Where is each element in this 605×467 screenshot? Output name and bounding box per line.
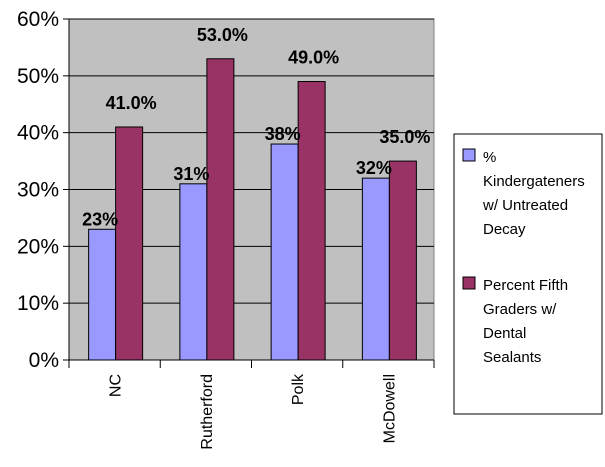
y-tick-label: 0% [29, 349, 59, 372]
data-label: 41.0% [106, 93, 157, 113]
legend-label: % [483, 149, 496, 166]
y-tick-label: 50% [17, 65, 59, 88]
y-tick-label: 10% [17, 292, 59, 315]
bar-fifth-grade-sealants [297, 81, 326, 361]
y-tick-label: 30% [17, 179, 59, 202]
data-label: 31% [173, 164, 209, 184]
x-category-label: Rutherford [199, 374, 216, 450]
data-label: 32% [356, 158, 392, 178]
legend-label: Sealants [483, 349, 541, 366]
data-label: 23% [82, 209, 118, 229]
legend-label: Decay [483, 221, 526, 238]
data-label: 38% [265, 124, 301, 144]
x-category-label: NC [108, 374, 125, 397]
y-tick-label: 40% [17, 122, 59, 145]
bar-kindergarten-decay [179, 183, 208, 361]
legend-label: w/ Untreated [482, 197, 568, 214]
bar-kindergarten-decay [361, 177, 390, 361]
legend-label: Kindergateners [483, 173, 585, 190]
x-category-label: McDowell [381, 374, 398, 443]
data-label: 53.0% [197, 25, 248, 45]
bar-kindergarten-decay [270, 143, 299, 361]
legend-label: Graders w/ [483, 301, 557, 318]
y-tick-label: 20% [17, 235, 59, 258]
bar-kindergarten-decay [88, 228, 117, 361]
y-tick-label: 60% [17, 8, 59, 31]
legend-swatch [462, 148, 476, 162]
legend-label: Percent Fifth [483, 277, 568, 294]
data-label: 35.0% [379, 127, 430, 147]
legend-box [453, 133, 603, 415]
bar-fifth-grade-sealants [115, 126, 144, 361]
legend-swatch [462, 276, 476, 290]
legend-label: Dental [483, 325, 526, 342]
bar-fifth-grade-sealants [388, 160, 417, 361]
bar-fifth-grade-sealants [206, 58, 235, 361]
data-label: 49.0% [288, 48, 339, 68]
x-category-label: Polk [290, 373, 307, 405]
